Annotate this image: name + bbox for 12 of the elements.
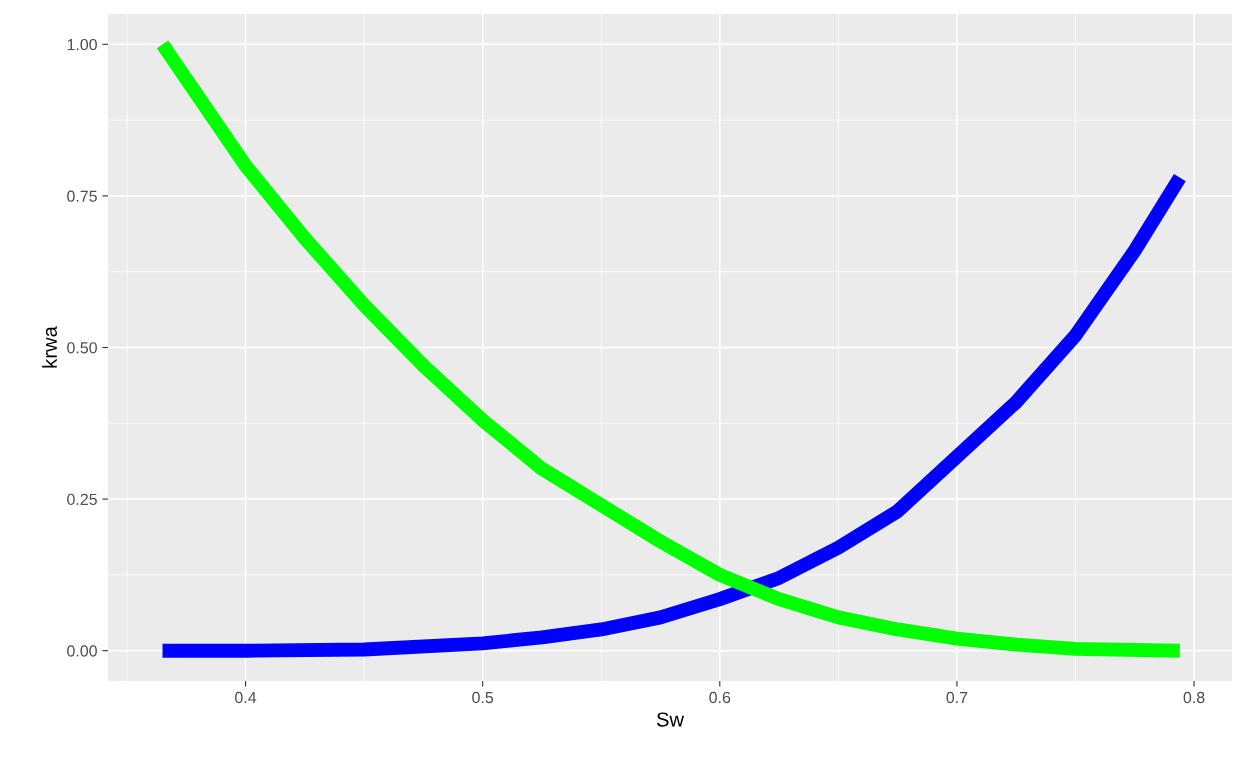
x-tick-label: 0.5 (472, 691, 494, 704)
y-tick-label: 0.50 (67, 342, 97, 354)
y-tick-label: 0.25 (67, 493, 97, 506)
y-tick-label: 1.00 (67, 38, 97, 51)
x-tick-label: 0.4 (235, 691, 257, 704)
x-axis-title: Sw (656, 712, 685, 727)
y-tick-label: 0.00 (67, 645, 97, 657)
y-tick-label: 0.75 (67, 190, 97, 202)
x-tick-label: 0.7 (946, 691, 968, 704)
x-tick-label: 0.8 (1183, 691, 1205, 704)
y-axis-title: krwa (42, 326, 57, 368)
x-tick-label: 0.6 (709, 691, 731, 704)
